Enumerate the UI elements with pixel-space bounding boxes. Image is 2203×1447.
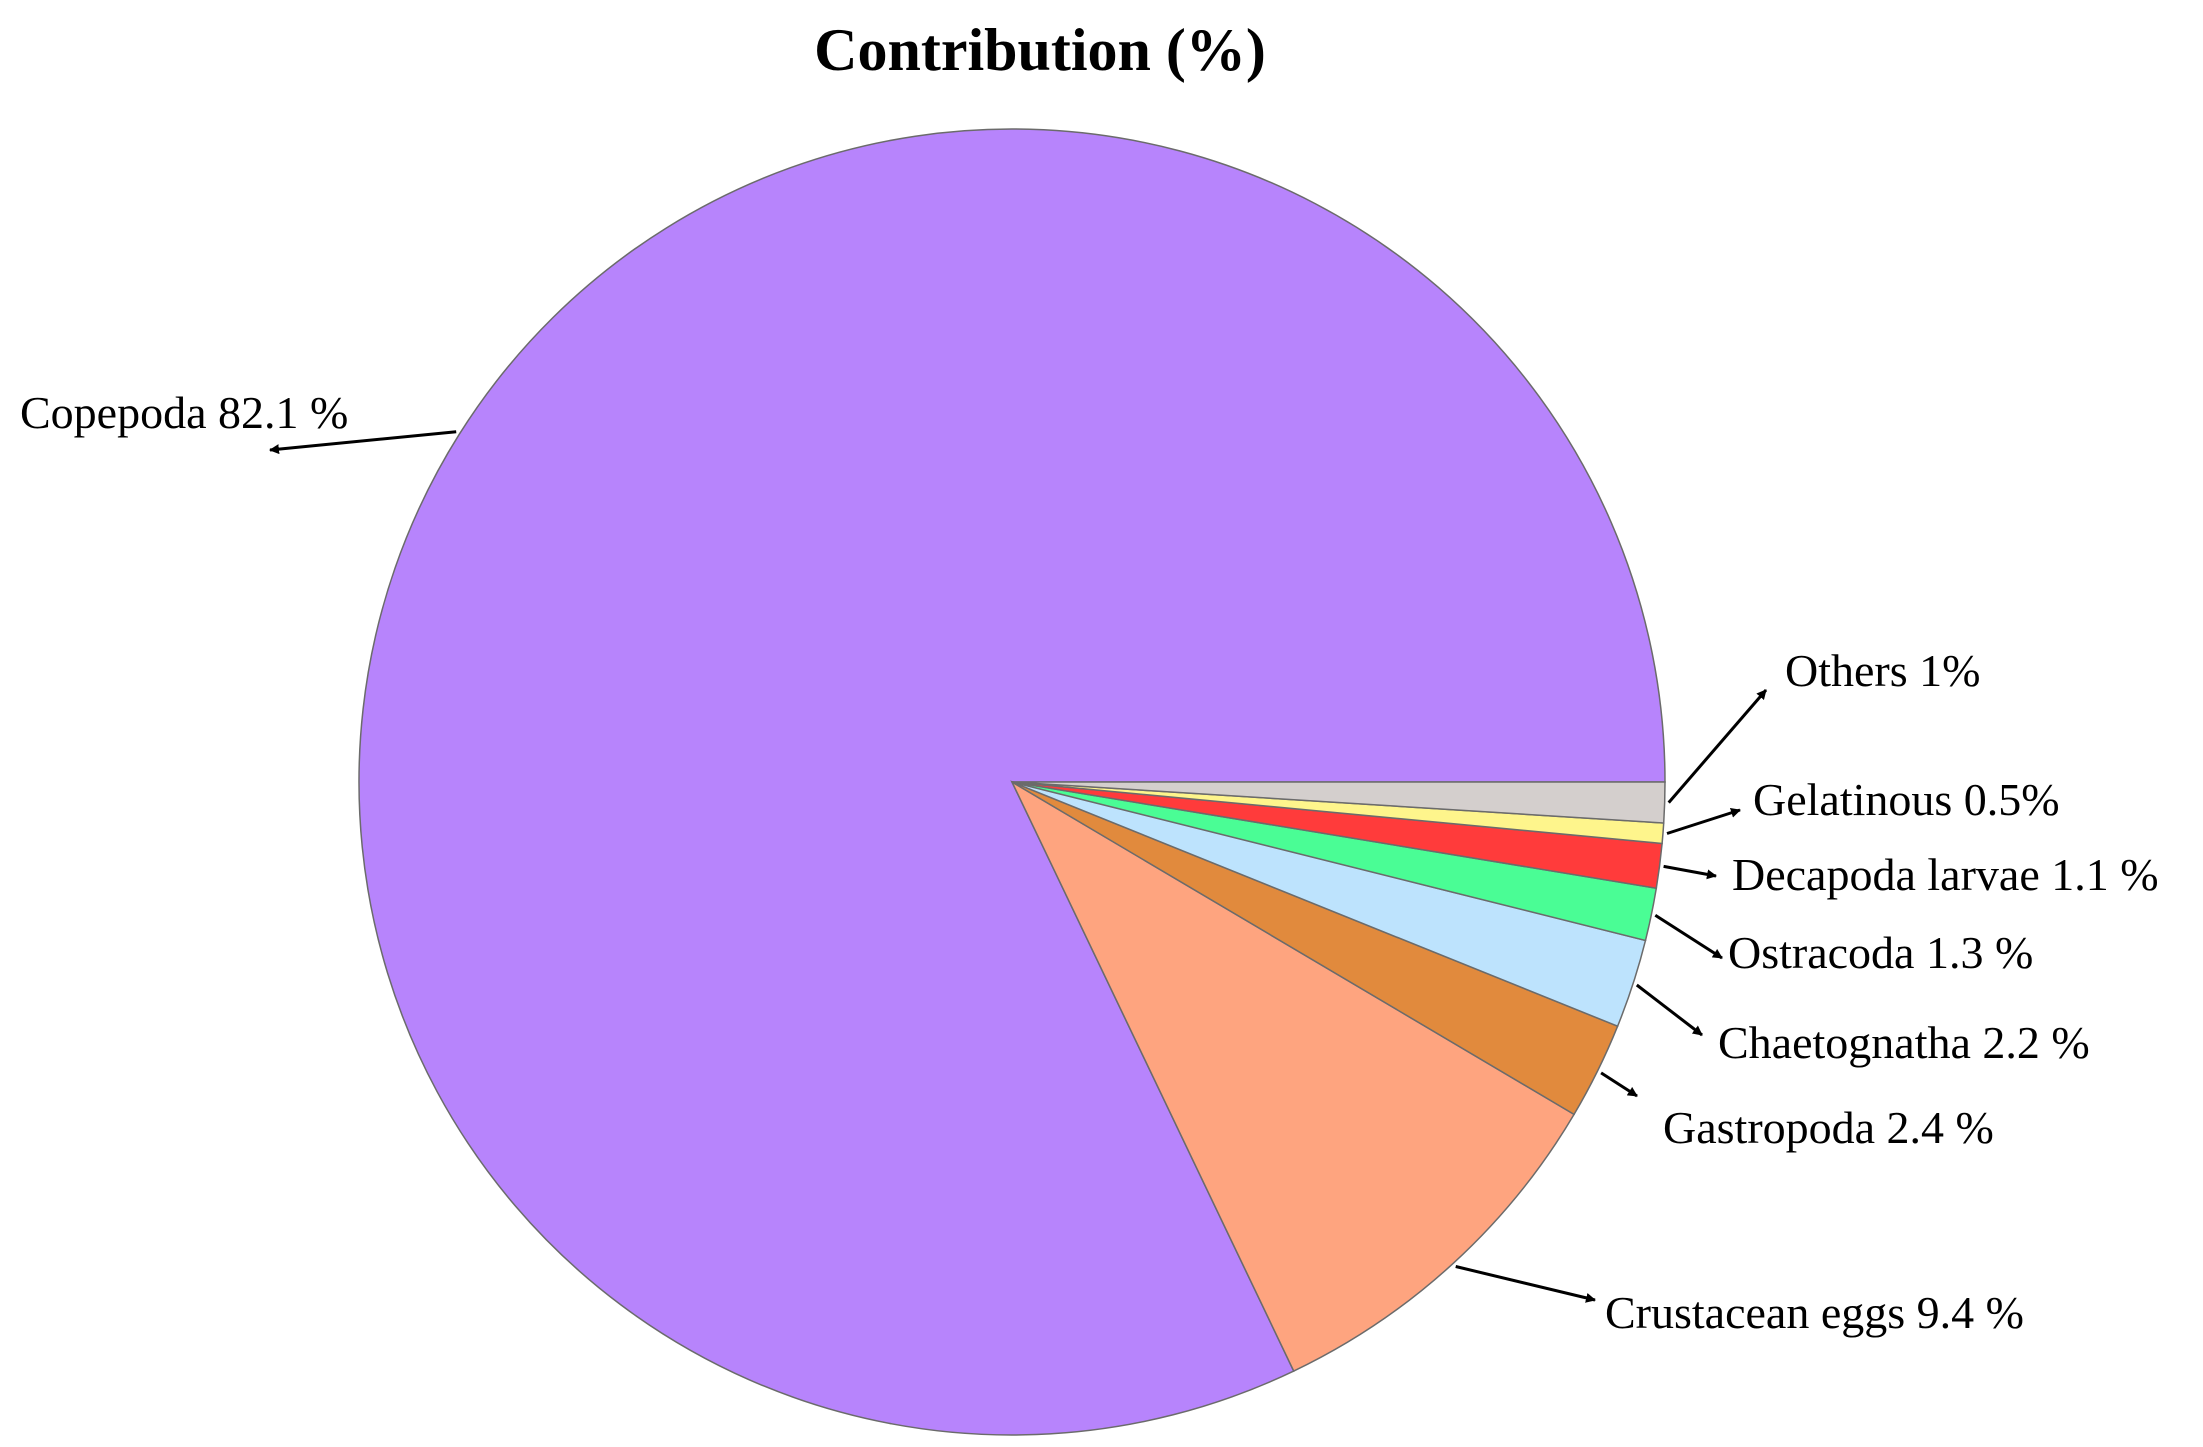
slice-label-chaetognatha: Chaetognatha 2.2 % xyxy=(1718,1017,2090,1068)
leader-arrow-gastropoda xyxy=(1600,1071,1638,1098)
slice-label-decapoda-larvae: Decapoda larvae 1.1 % xyxy=(1732,849,2159,900)
slice-label-others: Others 1% xyxy=(1785,645,1980,696)
leader-arrow-chaetognatha xyxy=(1635,983,1703,1037)
leader-arrow-others xyxy=(1667,689,1768,804)
slice-label-copepoda: Copepoda 82.1 % xyxy=(20,387,348,438)
leader-arrow-copepoda xyxy=(269,430,457,455)
leader-arrow-decapoda-larvae xyxy=(1663,864,1717,880)
leader-lines xyxy=(269,430,1768,1303)
slice-label-crustacean-eggs: Crustacean eggs 9.4 % xyxy=(1605,1287,2024,1338)
slice-labels: Copepoda 82.1 % Crustacean eggs 9.4 % Gast… xyxy=(20,387,2159,1338)
pie-slices xyxy=(358,128,1666,1436)
slice-label-ostracoda: Ostracoda 1.3 % xyxy=(1728,927,2033,978)
slice-label-gelatinous: Gelatinous 0.5% xyxy=(1753,774,2060,825)
pie-slice-others xyxy=(1011,781,1666,824)
leader-arrow-gelatinous xyxy=(1666,807,1741,835)
leader-arrow-ostracoda xyxy=(1654,913,1723,960)
leader-arrow-crustacean-eggs xyxy=(1455,1265,1596,1303)
chart-title: Contribution (%) xyxy=(814,17,1266,83)
slice-label-gastropoda: Gastropoda 2.4 % xyxy=(1663,1102,1994,1153)
pie-slice-crustacean-eggs xyxy=(1010,780,1576,1373)
